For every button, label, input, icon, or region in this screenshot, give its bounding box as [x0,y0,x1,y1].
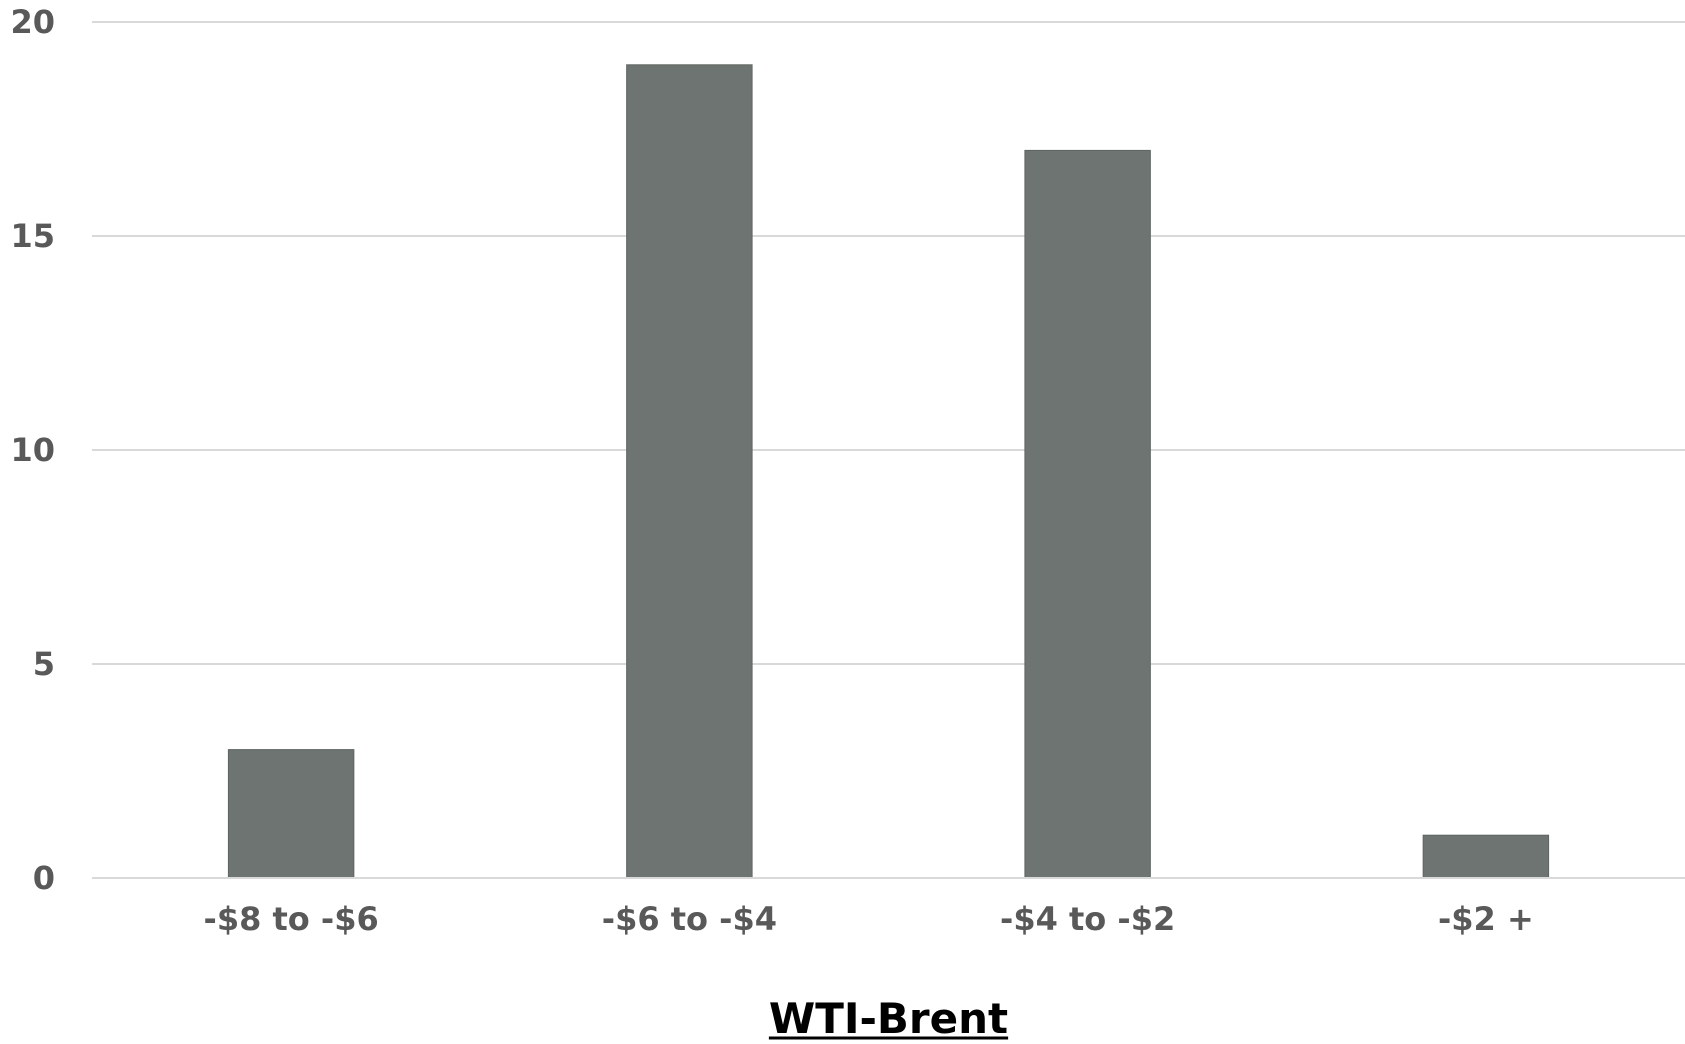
x-tick-label: -$2 + [1438,900,1534,938]
bars [227,64,1550,879]
x-tick-label: -$4 to -$2 [1000,900,1175,938]
y-tick-label: 20 [10,3,55,41]
bar [1422,834,1550,879]
y-axis-tick-labels: 0 5 10 15 20 [10,3,55,897]
y-tick-label: 10 [10,431,55,469]
x-axis-tick-labels: -$8 to -$6 -$6 to -$4 -$4 to -$2 -$2 + [204,900,1534,938]
bar [626,64,753,879]
x-tick-label: -$8 to -$6 [204,900,379,938]
x-tick-label: -$6 to -$4 [602,900,777,938]
y-tick-label: 0 [33,859,55,897]
x-axis-title: WTI-Brent [769,994,1008,1043]
bar [1024,149,1151,879]
gridlines [92,21,1685,665]
bar [227,749,355,879]
y-tick-label: 5 [33,645,55,683]
y-tick-label: 15 [10,217,55,255]
